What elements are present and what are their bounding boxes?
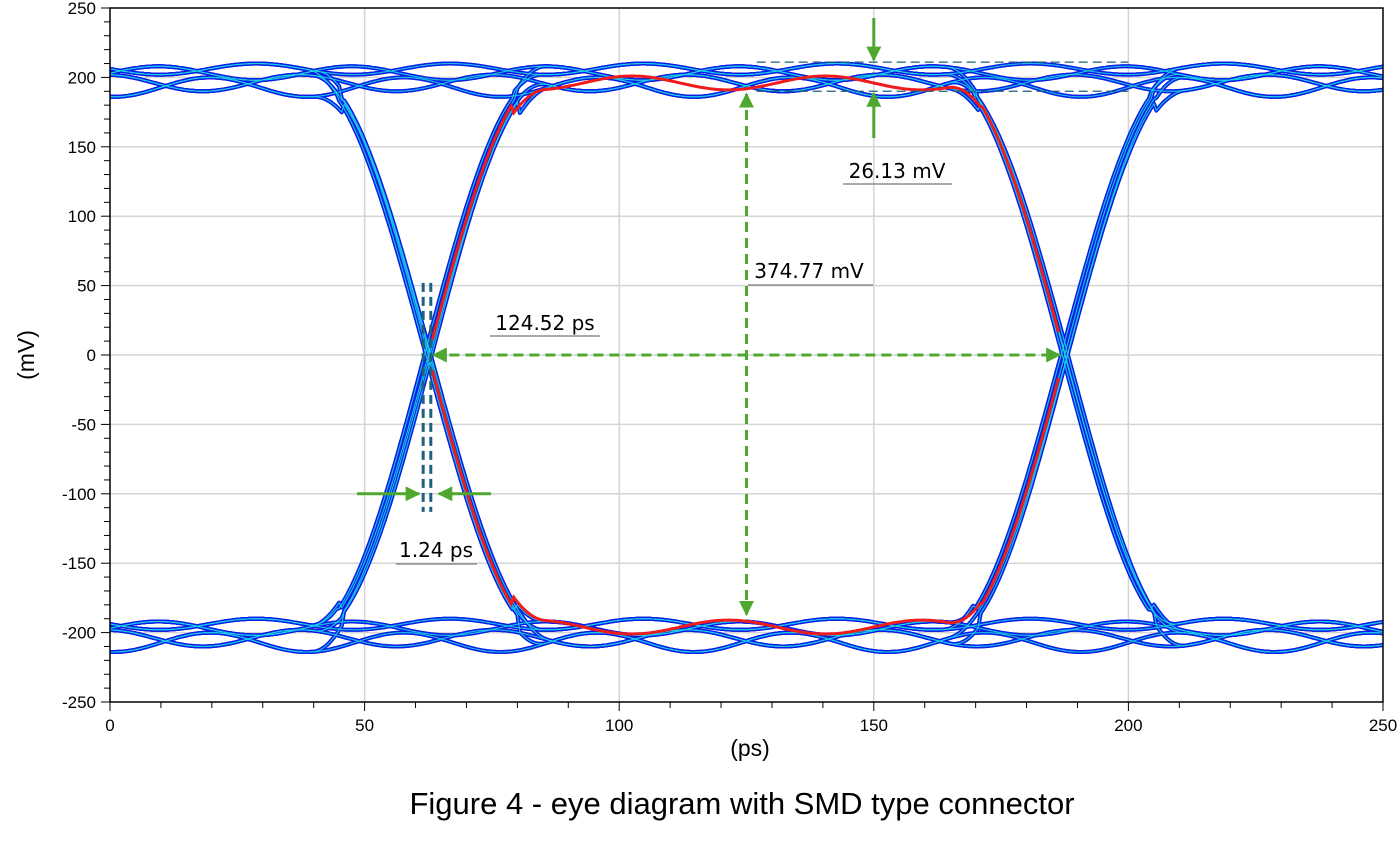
x-tick-label: 200 (1114, 716, 1142, 735)
eye-trace-density (110, 76, 1384, 98)
y-tick-label: 200 (68, 68, 96, 87)
y-tick-label: 100 (68, 207, 96, 226)
annotation-eye-height-label: 374.77 mV (754, 259, 864, 283)
y-tick-label: -250 (62, 693, 96, 712)
eye-trace-density (109, 63, 1384, 76)
eye-trace-density (109, 63, 1384, 631)
y-tick-label: -150 (62, 554, 96, 573)
x-tick-label: 50 (355, 716, 374, 735)
x-tick-label: 100 (605, 716, 633, 735)
worst-case-trace (430, 74, 1061, 341)
annotation-noise-label: 26.13 mV (849, 159, 946, 183)
y-tick-label: 50 (77, 277, 96, 296)
annotation-eye-width-label: 124.52 ps (495, 311, 594, 335)
eye-trace-density (110, 76, 1384, 653)
eye-trace-density (109, 65, 1384, 81)
plot-frame (109, 7, 1384, 703)
x-tick-label: 0 (105, 716, 114, 735)
x-tick-label: 150 (860, 716, 888, 735)
y-tick-label: -100 (62, 485, 96, 504)
y-tick-label: 250 (68, 0, 96, 18)
eye-traces (109, 61, 1384, 654)
x-axis-label: (ps) (730, 735, 770, 761)
annotation-jitter-label: 1.24 ps (399, 538, 473, 562)
y-tick-label: 150 (68, 138, 96, 157)
y-tick-label: 0 (87, 346, 96, 365)
worst-case-trace (430, 369, 1061, 636)
annotations (357, 18, 1129, 617)
eye-trace (110, 75, 1384, 99)
y-axis-label: (mV) (13, 330, 39, 380)
y-tick-label: -50 (71, 415, 96, 434)
axes: 0 50 100 150 200 250 250 200 150 100 50 0 -50 -100 -15… (62, 0, 1397, 735)
x-tick-label: 250 (1369, 716, 1397, 735)
figure-caption: Figure 4 - eye diagram with SMD type con… (409, 786, 1075, 821)
y-tick-label: -200 (62, 624, 96, 643)
